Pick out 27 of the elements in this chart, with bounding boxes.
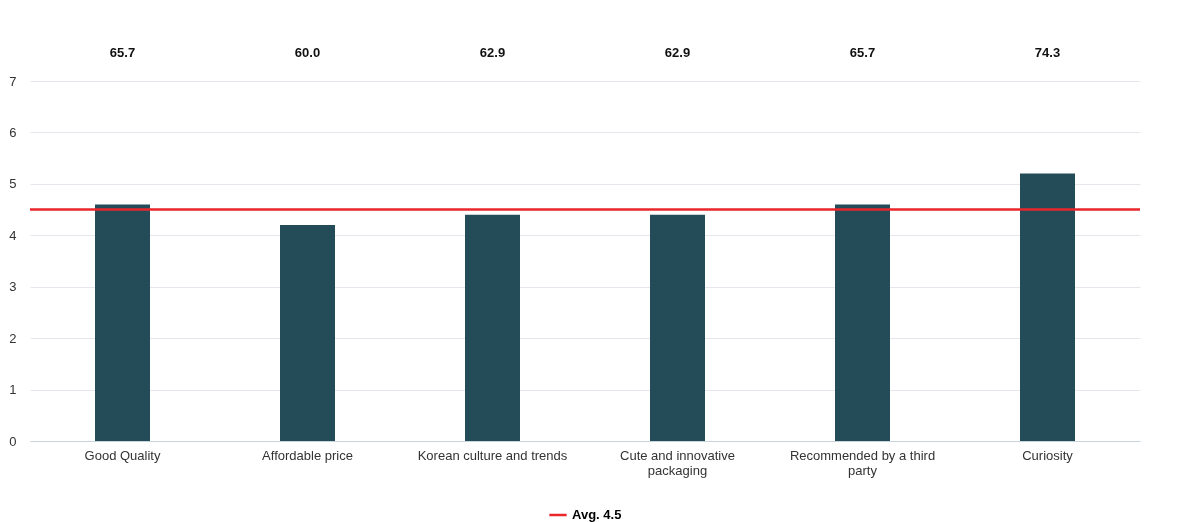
text: 62.9: [479, 45, 506, 60]
bar: [465, 214, 520, 441]
y-tick-label: 1: [9, 382, 17, 398]
text: 65.7: [849, 45, 876, 60]
x-tick-label: Good Quality: [84, 447, 161, 463]
text: 60.0: [294, 45, 321, 60]
bar: [1020, 173, 1075, 441]
y-tick-label: 0: [9, 433, 17, 449]
x-tick-label: Affordable price: [262, 447, 353, 463]
text: 65.7: [109, 45, 136, 60]
legend-label: Avg. 4.5: [572, 507, 622, 522]
bar: [95, 204, 150, 441]
x-tick-label: Recommended by a third party: [789, 447, 936, 478]
y-tick-label: 6: [9, 124, 17, 140]
y-tick-label: 3: [9, 279, 17, 295]
bar: [835, 204, 890, 441]
text: 62.9: [664, 45, 691, 60]
y-tick-label: 7: [9, 73, 17, 89]
text: 74.3: [1034, 45, 1061, 60]
y-tick-label: 2: [9, 330, 17, 346]
x-tick-label: Curiosity: [1022, 447, 1074, 463]
x-tick-label: Cute and innovative packaging: [620, 447, 735, 478]
bar: [650, 214, 705, 441]
y-tick-label: 5: [9, 176, 17, 192]
x-tick-label: Korean culture and trends: [417, 447, 568, 463]
y-tick-label: 4: [9, 227, 17, 243]
bar: [280, 225, 335, 441]
